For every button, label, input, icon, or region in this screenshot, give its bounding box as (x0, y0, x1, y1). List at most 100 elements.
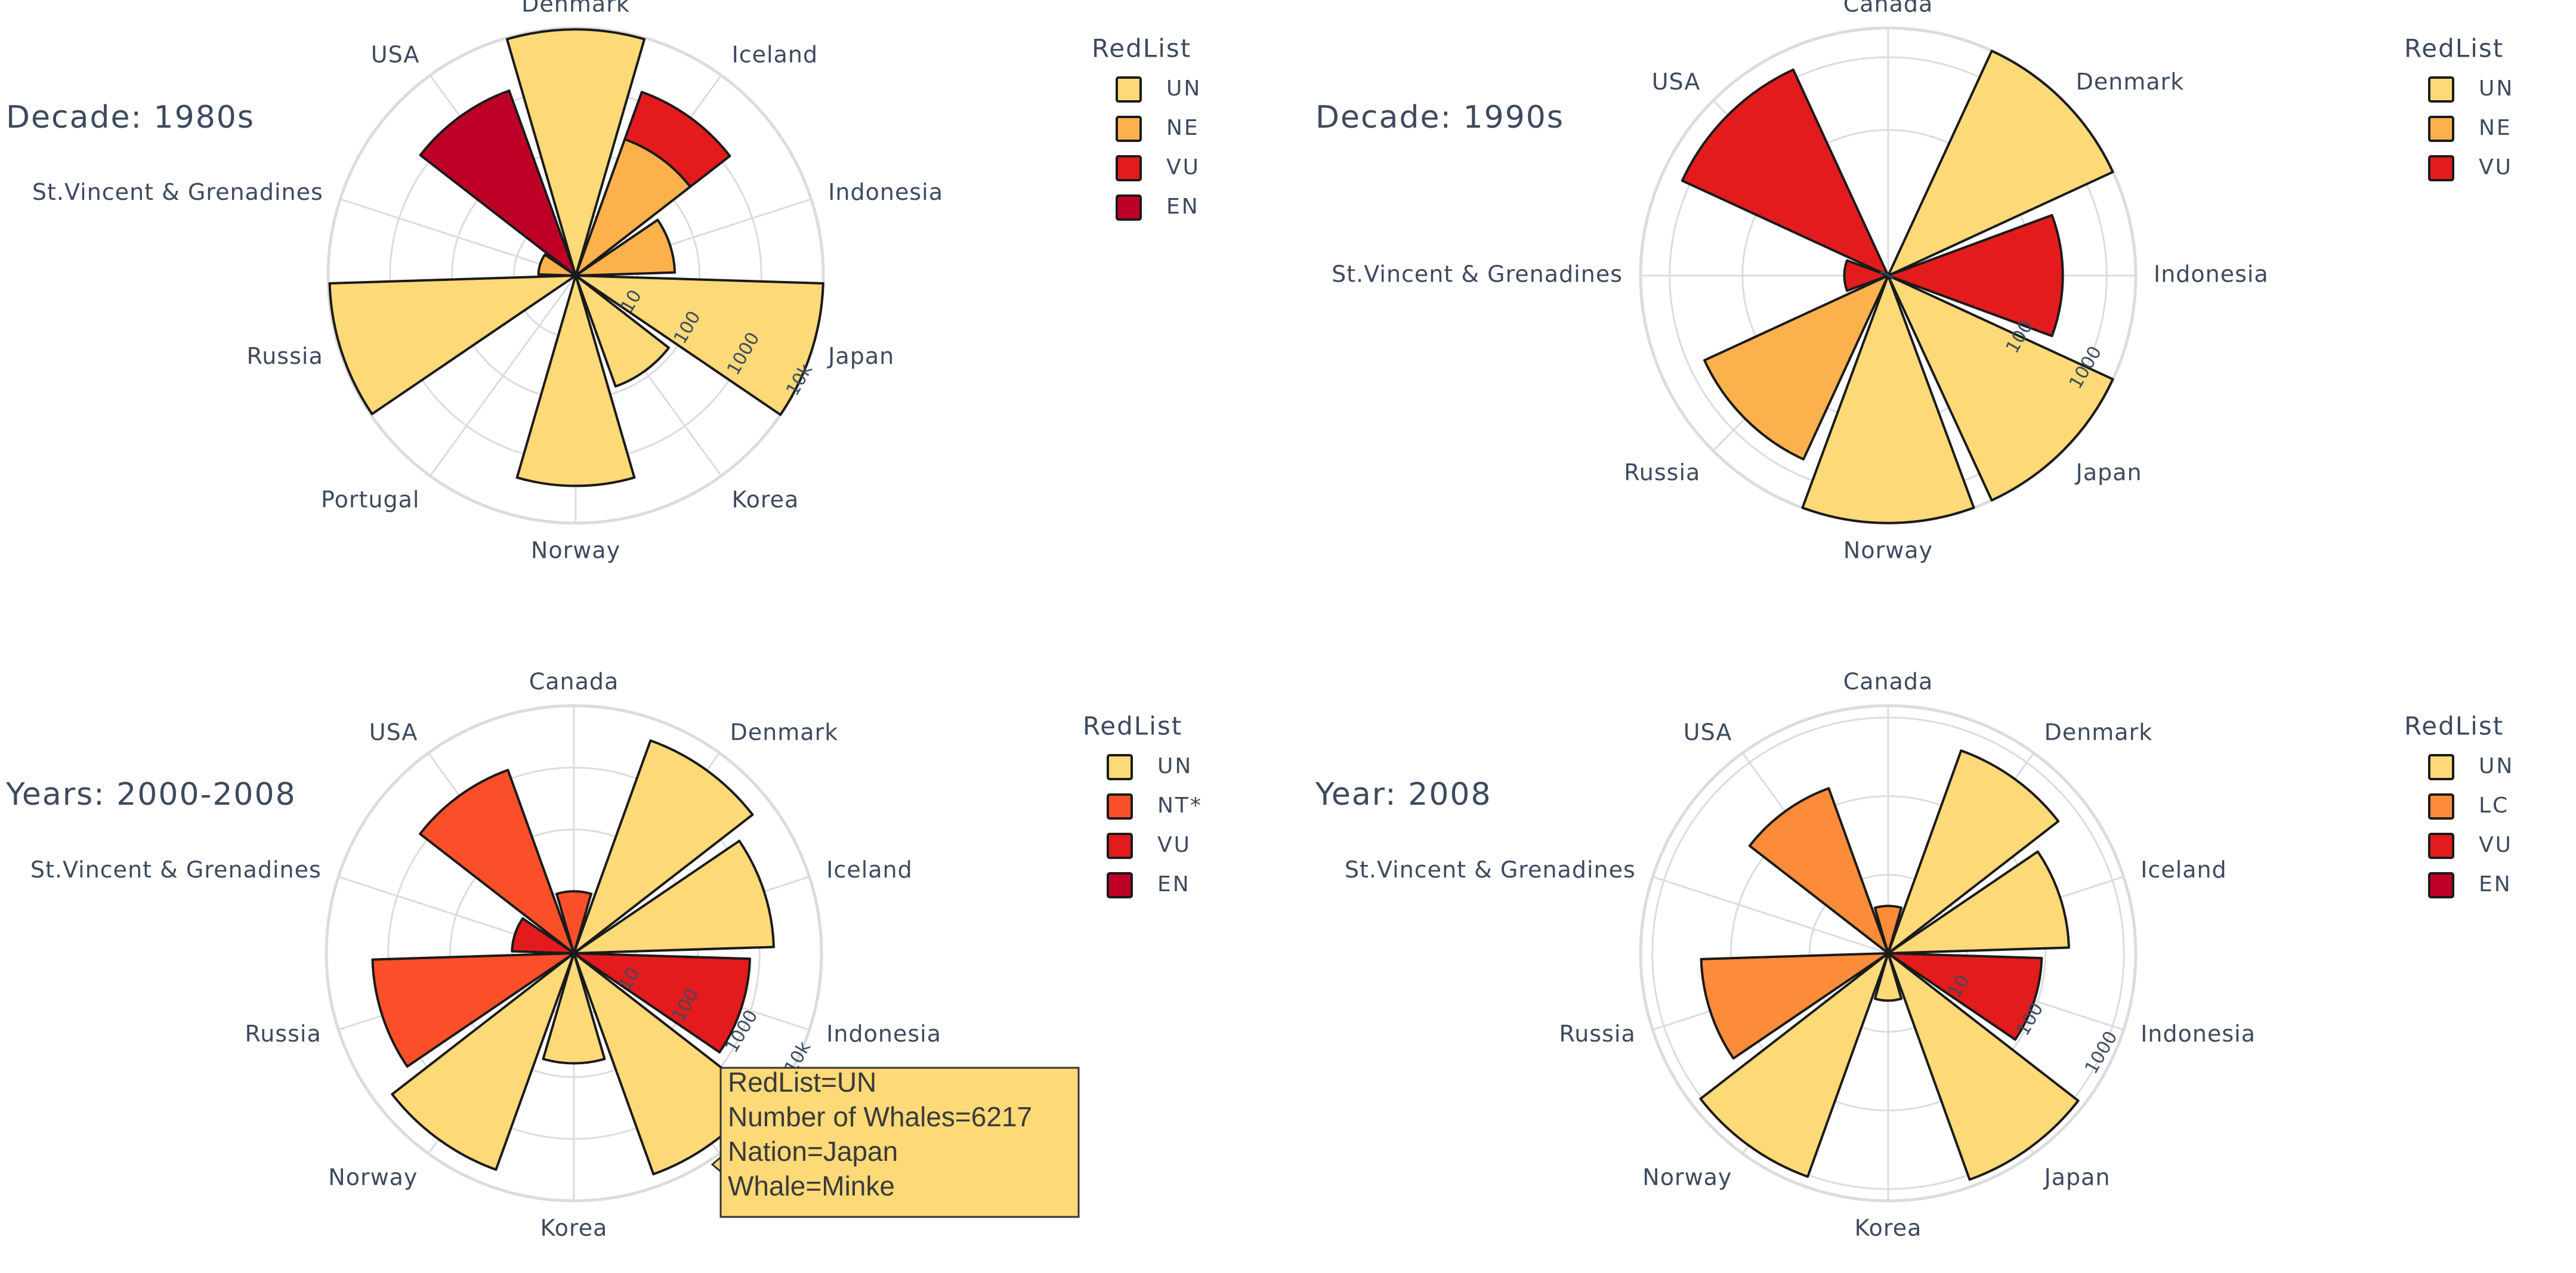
bar-vu-usa[interactable] (1681, 68, 1889, 277)
legend-label: EN (1157, 872, 1191, 897)
bar-un-korea[interactable] (574, 274, 671, 388)
bar-un-denmark[interactable] (1887, 749, 2060, 954)
spoke-line (429, 275, 577, 477)
legend-label: NE (1166, 116, 1200, 140)
legend-label: LC (2479, 793, 2509, 818)
legend-item-vu[interactable]: VU (2428, 833, 2513, 859)
legend-item-un[interactable]: UN (2428, 76, 2514, 103)
angular-labels: Denmark Iceland Indonesia Japan Korea Norway P… (32, 0, 943, 564)
legend-item-un[interactable]: UN (2428, 754, 2514, 780)
bar-un-iceland[interactable] (573, 839, 775, 954)
bar-un-denmark[interactable] (573, 739, 754, 954)
category-label-korea: Korea (1855, 1215, 1922, 1241)
bar-vu-iceland[interactable] (623, 91, 731, 189)
bar-un-korea[interactable] (1873, 952, 1903, 1002)
legend-item-en[interactable]: EN (1107, 872, 1191, 898)
legend-swatch (1116, 194, 1142, 221)
legend-item-ne[interactable]: NE (2428, 116, 2512, 142)
category-label-japan: Japan (2075, 459, 2142, 486)
legend-title: RedList (1083, 712, 1182, 741)
bar-vu-indonesia[interactable] (1887, 952, 2043, 1041)
polar-chart-3: 10100100010kCanadaDenmarkIcelandIndonesi… (5, 669, 1203, 1241)
bar-un-norway[interactable] (1801, 274, 1975, 524)
category-label-canada: Canada (1843, 669, 1933, 695)
category-label-portugal: Portugal (321, 487, 419, 513)
legend-item-vu[interactable]: VU (1116, 155, 1200, 181)
category-label-norway: Norway (328, 1164, 418, 1191)
category-label-denmark: Denmark (2044, 719, 2153, 745)
legend: RedList UN NE VU (2404, 34, 2514, 181)
chart-title: Decade: 1980s (6, 100, 255, 135)
bar-nt-canada[interactable] (555, 890, 592, 954)
bar-un-japan[interactable] (1887, 952, 2080, 1181)
bar-un-japan[interactable] (1887, 274, 2114, 502)
legend: RedList UN LC VU EN (2404, 712, 2514, 898)
legend-label: UN (1166, 76, 1201, 101)
bar-un-korea[interactable] (542, 952, 606, 1065)
legend: RedList UN NT* VU EN (1083, 712, 1203, 898)
bar-vu-st-vincent-grenadines[interactable] (511, 917, 575, 954)
legend-item-en[interactable]: EN (2428, 872, 2512, 898)
bar-en-usa[interactable] (419, 89, 577, 277)
legend-item-vu[interactable]: VU (1107, 833, 1191, 859)
bar-vu-indonesia[interactable] (1887, 214, 2064, 338)
bar-un-norway[interactable] (1699, 952, 1889, 1178)
bar-lc-canada[interactable] (1873, 904, 1903, 954)
polar-chart-4: 101001000CanadaDenmarkIcelandIndonesiaJa… (1315, 669, 2514, 1241)
legend-item-en[interactable]: EN (1116, 194, 1200, 221)
category-label-st-vincent-grenadines: St.Vincent & Grenadines (32, 179, 323, 205)
bar-lc-russia[interactable] (1700, 952, 1889, 1060)
bar-vu-indonesia[interactable] (573, 952, 752, 1053)
legend-item-nt[interactable]: NT* (1107, 793, 1203, 820)
chart-title: Year: 2008 (1315, 777, 1492, 812)
legend-swatch (2428, 116, 2454, 142)
category-label-russia: Russia (1624, 459, 1700, 486)
bar-un-denmark[interactable] (1887, 50, 2114, 277)
category-label-korea: Korea (732, 487, 799, 513)
category-label-norway: Norway (1642, 1164, 1732, 1191)
bar-nt-usa[interactable] (419, 768, 575, 954)
category-label-usa: USA (369, 719, 418, 745)
legend-swatch (1107, 872, 1133, 898)
bar-un-denmark[interactable] (505, 28, 646, 277)
category-label-iceland: Iceland (732, 41, 818, 67)
bar-un-iceland[interactable] (1887, 850, 2070, 954)
bar-ne-russia[interactable] (1703, 274, 1889, 461)
bar-un-norway[interactable] (515, 274, 636, 487)
category-label-indonesia: Indonesia (2154, 261, 2269, 288)
legend-title: RedList (2404, 34, 2504, 63)
category-label-japan: Japan (827, 343, 894, 369)
bar-lc-usa[interactable] (1748, 787, 1889, 954)
bar-nt-russia[interactable] (371, 952, 575, 1068)
legend-item-un[interactable]: UN (1116, 76, 1201, 103)
legend-item-un[interactable]: UN (1107, 754, 1193, 780)
tooltip-line: Number of Whales=6217 (728, 1101, 1032, 1132)
bars (1681, 50, 2114, 524)
tooltip-pointer (711, 1155, 722, 1174)
category-label-indonesia: Indonesia (2141, 1021, 2256, 1047)
category-label-russia: Russia (247, 343, 323, 369)
legend-label: UN (2479, 754, 2514, 778)
bar-vu-st-vincent-grenadines[interactable] (1843, 259, 1889, 292)
legend-item-vu[interactable]: VU (2428, 155, 2513, 181)
bar-un-japan[interactable] (574, 274, 824, 416)
category-label-usa: USA (1652, 69, 1701, 95)
legend-swatch (2428, 793, 2454, 820)
legend-swatch (1107, 754, 1133, 780)
legend-title: RedList (2404, 712, 2504, 741)
bar-ne-indonesia[interactable] (574, 218, 677, 277)
category-label-iceland: Iceland (826, 857, 913, 883)
bar-ne-st-vincent-grenadines[interactable] (537, 253, 577, 277)
category-label-indonesia: Indonesia (826, 1021, 941, 1047)
category-label-norway: Norway (1843, 537, 1933, 564)
legend-swatch (1107, 793, 1133, 820)
legend-item-lc[interactable]: LC (2428, 793, 2509, 820)
bar-un-norway[interactable] (391, 952, 575, 1171)
legend-label: NT* (1157, 793, 1203, 818)
polar-chart-1: 10100100010kDenmarkIcelandIndonesiaJapan… (6, 0, 1201, 564)
bars (328, 28, 824, 487)
bar-un-russia[interactable] (328, 274, 577, 415)
legend-label: UN (2479, 76, 2514, 101)
legend-item-ne[interactable]: NE (1116, 116, 1200, 142)
